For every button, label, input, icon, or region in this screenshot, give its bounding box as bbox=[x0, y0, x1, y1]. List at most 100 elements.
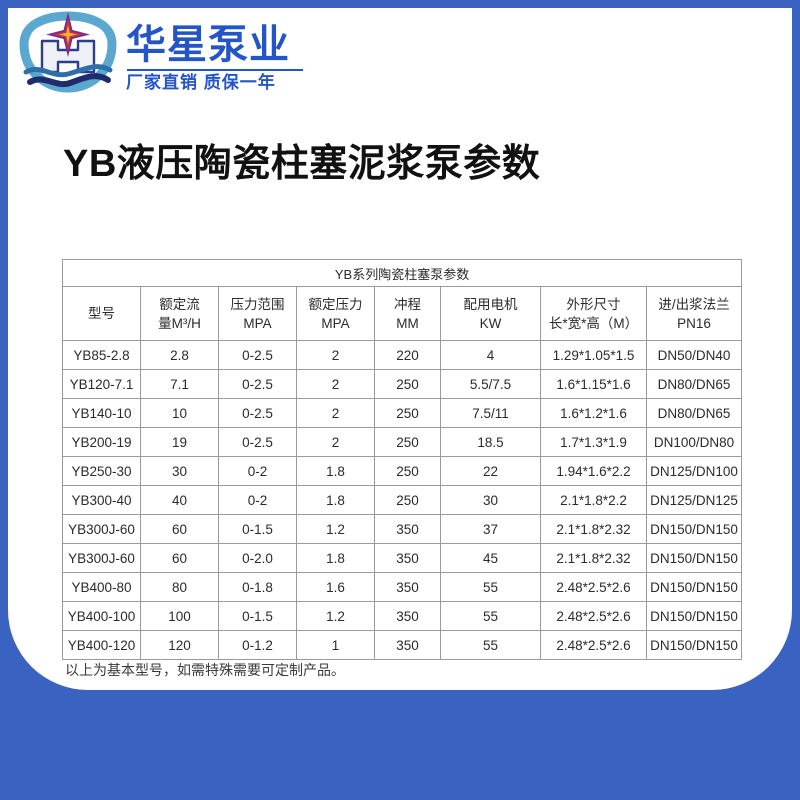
table-cell: DN150/DN150 bbox=[645, 572, 743, 602]
table-cell: 2 bbox=[296, 398, 375, 428]
table-cell: 2 bbox=[296, 369, 375, 399]
four-point-star-icon bbox=[46, 12, 90, 57]
table-cell: DN50/DN40 bbox=[645, 340, 743, 370]
column-header-line1: 冲程 bbox=[394, 296, 421, 312]
table-cell: 0-1.5 bbox=[218, 514, 297, 544]
table-cell: 2.1*1.8*2.2 bbox=[540, 485, 647, 515]
table-cell: 0-2 bbox=[218, 485, 297, 515]
table-cell: DN150/DN150 bbox=[645, 543, 743, 573]
table-cell: DN150/DN150 bbox=[645, 630, 743, 660]
table-cell: 350 bbox=[374, 601, 441, 631]
table-cell: 55 bbox=[440, 601, 541, 631]
table-cell: 2 bbox=[296, 427, 375, 457]
table-row: YB85-2.8 2.8 0-2.5 2 220 4 1.29*1.05*1.5 DN50/D… bbox=[62, 340, 743, 370]
table-cell: 18.5 bbox=[440, 427, 541, 457]
table-row: YB200-19 19 0-2.5 2 250 18.5 1.7*1.3*1.9 DN100/… bbox=[62, 427, 743, 457]
table-cell: 250 bbox=[374, 485, 441, 515]
table-cell: DN80/DN65 bbox=[645, 398, 743, 428]
column-header-0: 型号 bbox=[62, 286, 141, 341]
table-row: YB400-120 120 0-1.2 1 350 55 2.48*2.5*2.6 DN150… bbox=[62, 630, 743, 660]
spec-table-container: YB系列陶瓷柱塞泵参数型号 额定流量M³/H 压力范围 MPA 额定压力 MPA 冲程 MM 配… bbox=[61, 259, 743, 660]
table-cell: 1.7*1.3*1.9 bbox=[540, 427, 647, 457]
table-cell: DN125/DN100 bbox=[645, 456, 743, 486]
content-card: 华星泵业 厂家直销 质保一年 YB液压陶瓷柱塞泥浆泵参数 YB系列陶瓷柱塞泵参数… bbox=[8, 8, 792, 690]
table-cell: 250 bbox=[374, 427, 441, 457]
table-cell: 0-1.2 bbox=[218, 630, 297, 660]
table-cell: 1.6*1.15*1.6 bbox=[540, 369, 647, 399]
column-header-line2: MPA bbox=[243, 315, 272, 331]
table-cell: 220 bbox=[374, 340, 441, 370]
table-row: YB120-7.1 7.1 0-2.5 2 250 5.5/7.5 1.6*1.15*1.6… bbox=[62, 369, 743, 399]
table-cell: 2.48*2.5*2.6 bbox=[540, 572, 647, 602]
table-cell: 40 bbox=[140, 485, 219, 515]
table-row: YB140-10 10 0-2.5 2 250 7.5/11 1.6*1.2*1.6 DN80… bbox=[62, 398, 743, 428]
table-cell: 0-2.5 bbox=[218, 398, 297, 428]
table-cell: 1.8 bbox=[296, 456, 375, 486]
table-header-row: 型号 额定流 量M³/H 压力范围 MPA 额定压力 MPA 冲程 MM 配用电机 KW 外形尺寸 长*… bbox=[62, 286, 743, 341]
table-cell: YB400-120 bbox=[62, 630, 141, 660]
table-cell: DN125/DN125 bbox=[645, 485, 743, 515]
table-row: YB300J-60 60 0-1.5 1.2 350 37 2.1*1.8*2.32 DN15… bbox=[62, 514, 743, 544]
table-cell: DN100/DN80 bbox=[645, 427, 743, 457]
column-header-7: 进/出浆法兰 PN16 bbox=[645, 286, 743, 341]
footer-note: 以上为基本型号，如需特殊需要可定制产品。 bbox=[65, 662, 345, 678]
table-cell: 350 bbox=[374, 543, 441, 573]
column-header-5: 配用电机 KW bbox=[440, 286, 541, 341]
table-cell: 0-1.8 bbox=[218, 572, 297, 602]
table-cell: 22 bbox=[440, 456, 541, 486]
column-header-line2: PN16 bbox=[677, 315, 711, 331]
table-caption: YB系列陶瓷柱塞泵参数 bbox=[61, 259, 743, 287]
column-header-line2: MM bbox=[396, 315, 419, 331]
table-cell: 1.8 bbox=[296, 485, 375, 515]
table-cell: 100 bbox=[140, 601, 219, 631]
table-cell: YB250-30 bbox=[62, 456, 141, 486]
table-cell: 250 bbox=[374, 369, 441, 399]
table-cell: 2.48*2.5*2.6 bbox=[540, 630, 647, 660]
table-cell: 0-2.5 bbox=[218, 369, 297, 399]
column-header-line1: 压力范围 bbox=[230, 296, 285, 312]
table-cell: 350 bbox=[374, 572, 441, 602]
column-header-3: 额定压力 MPA bbox=[296, 286, 375, 341]
table-cell: 55 bbox=[440, 572, 541, 602]
table-cell: 1.6*1.2*1.6 bbox=[540, 398, 647, 428]
column-header-line1: 进/出浆法兰 bbox=[658, 296, 730, 312]
table-cell: 55 bbox=[440, 630, 541, 660]
table-cell: 7.5/11 bbox=[440, 398, 541, 428]
table-cell: 30 bbox=[140, 456, 219, 486]
brand-divider bbox=[127, 69, 303, 71]
table-row: YB250-30 30 0-2 1.8 250 22 1.94*1.6*2.2 DN125/D… bbox=[62, 456, 743, 486]
table-cell: YB400-80 bbox=[62, 572, 141, 602]
column-header-line1: 额定流 bbox=[159, 296, 200, 312]
table-cell: 30 bbox=[440, 485, 541, 515]
column-header-6: 外形尺寸长*宽*高（M） bbox=[540, 286, 647, 341]
column-header-line1: 额定压力 bbox=[308, 296, 363, 312]
table-cell: 2.1*1.8*2.32 bbox=[540, 514, 647, 544]
column-header-line1: 型号 bbox=[88, 306, 115, 321]
table-caption-row: YB系列陶瓷柱塞泵参数 bbox=[61, 259, 743, 287]
table-cell: 0-1.5 bbox=[218, 601, 297, 631]
table-cell: 1 bbox=[296, 630, 375, 660]
table-cell: 37 bbox=[440, 514, 541, 544]
table-cell: 2.48*2.5*2.6 bbox=[540, 601, 647, 631]
column-header-line2: 长*宽*高（M） bbox=[548, 315, 639, 331]
table-cell: 5.5/7.5 bbox=[440, 369, 541, 399]
table-cell: YB140-10 bbox=[62, 398, 141, 428]
brand-wordmark: 华星泵业 厂家直销 质保一年 bbox=[126, 22, 316, 98]
column-header-line1: 外形尺寸 bbox=[566, 296, 621, 312]
column-header-line2: 量M³/H bbox=[158, 315, 201, 331]
brand-tagline: 厂家直销 质保一年 bbox=[126, 73, 276, 92]
table-cell: 1.94*1.6*2.2 bbox=[540, 456, 647, 486]
table-cell: 1.8 bbox=[296, 543, 375, 573]
table-cell: 120 bbox=[140, 630, 219, 660]
table-cell: 0-2.5 bbox=[218, 340, 297, 370]
table-cell: 45 bbox=[440, 543, 541, 573]
table-cell: 1.29*1.05*1.5 bbox=[540, 340, 647, 370]
table-cell: YB300J-60 bbox=[62, 543, 141, 573]
table-cell: 2.8 bbox=[140, 340, 219, 370]
table-cell: 2.1*1.8*2.32 bbox=[540, 543, 647, 573]
table-cell: 80 bbox=[140, 572, 219, 602]
table-cell: 1.2 bbox=[296, 514, 375, 544]
table-cell: 4 bbox=[440, 340, 541, 370]
table-cell: 19 bbox=[140, 427, 219, 457]
